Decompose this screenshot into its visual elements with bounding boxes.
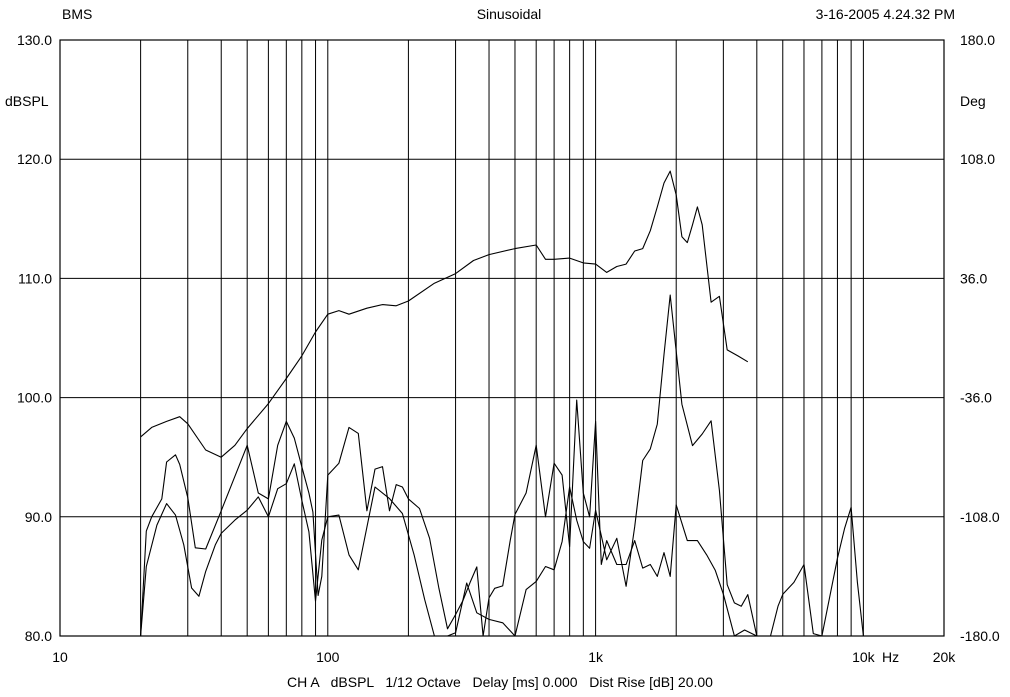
- x-tick-label: 10k: [852, 649, 876, 665]
- y-axis-label: dBSPL: [5, 93, 49, 109]
- y2-tick-label: -36.0: [960, 390, 992, 406]
- y-tick-label: 120.0: [17, 151, 52, 167]
- plot-frame: [59, 39, 945, 637]
- series-phase-line: [140, 294, 864, 637]
- y-tick-label: 130.0: [17, 32, 52, 48]
- header-right: 3-16-2005 4.24.32 PM: [816, 6, 955, 22]
- header-center: Sinusoidal: [477, 6, 542, 22]
- grid-lines: [60, 40, 944, 636]
- y2-tick-label: 180.0: [960, 32, 995, 48]
- x-tick-label: 1k: [588, 649, 604, 665]
- x-tick-label: 10: [52, 649, 68, 665]
- y-tick-label: 90.0: [25, 509, 52, 525]
- y2-tick-label: -180.0: [960, 628, 1000, 644]
- x-tick-label: 100: [316, 649, 340, 665]
- y2-tick-label: -108.0: [960, 509, 1000, 525]
- y-tick-label: 100.0: [17, 390, 52, 406]
- y2-axis-label: Deg: [960, 93, 986, 109]
- header-left: BMS: [62, 6, 92, 22]
- y-tick-label: 80.0: [25, 628, 52, 644]
- x-tick-label: 20k: [933, 649, 957, 665]
- x-axis-unit: Hz: [882, 649, 899, 665]
- y2-tick-labels: -180.0 -108.0 -36.0 36.0 108.0 180.0: [960, 32, 1000, 644]
- series-spl-line: [140, 170, 749, 458]
- y-tick-label: 110.0: [18, 270, 52, 286]
- series-distortion-line: [140, 399, 885, 637]
- y2-tick-label: 108.0: [960, 151, 995, 167]
- y2-tick-label: 36.0: [960, 270, 987, 286]
- y-tick-labels: 80.0 90.0 100.0 110.0 120.0 130.0: [17, 32, 52, 644]
- x-tick-labels: 10 100 1k 10k 20k: [52, 649, 956, 665]
- footer-info: CH A dBSPL 1/12 Octave Delay [ms] 0.000 …: [287, 674, 713, 690]
- series-lines: [140, 170, 885, 637]
